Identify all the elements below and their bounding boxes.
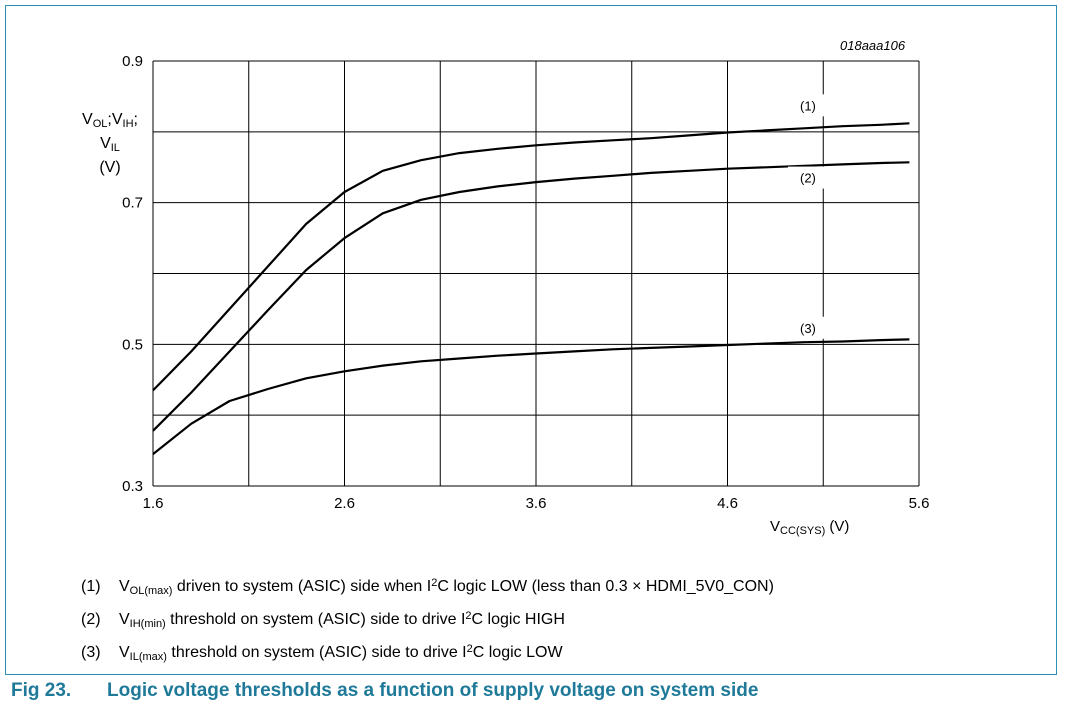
- series-label-1: (1): [800, 98, 816, 113]
- figure-id: 018aaa106: [840, 38, 906, 53]
- chart-plot: (1) (2) (3) 0.3 0.5 0.7 0.9 1.6 2.6 3.6 4.6 5.6: [122, 53, 930, 512]
- y-tick-label: 0.9: [122, 53, 143, 70]
- series-label-3: (3): [800, 321, 816, 336]
- y-tick-label: 0.5: [122, 336, 143, 353]
- note-3: (3) VIL(max) threshold on system (ASIC) s…: [81, 643, 563, 663]
- y-axis-label: VOL;VIH; VIL (V): [82, 111, 138, 176]
- series-line-3: [152, 338, 910, 455]
- x-tick-label: 3.6: [526, 495, 547, 512]
- series-line-1: [152, 122, 910, 392]
- figure-caption: Fig 23. Logic voltage thresholds as a fun…: [11, 680, 759, 701]
- y-tick-label: 0.7: [122, 195, 143, 212]
- series-label-bg-1: [787, 94, 828, 117]
- x-axis-label: VCC(SYS) (V): [770, 518, 850, 537]
- figure-frame: [5, 5, 1057, 675]
- series-label-bg-3: [787, 316, 828, 339]
- y-tick-label: 0.3: [122, 478, 143, 495]
- x-tick-label: 5.6: [909, 495, 930, 512]
- series-label-2: (2): [800, 171, 816, 186]
- x-tick-label: 4.6: [717, 495, 738, 512]
- note-2: (2) VIH(min) threshold on system (ASIC) s…: [81, 610, 565, 630]
- figure-notes: (1) VOL(max) driven to system (ASIC) side…: [81, 567, 774, 666]
- x-tick-label: 1.6: [143, 495, 164, 512]
- series-label-bg-2: [787, 166, 828, 189]
- series-line-2: [152, 161, 910, 432]
- x-tick-label: 2.6: [334, 495, 355, 512]
- note-1: (1) VOL(max) driven to system (ASIC) side…: [81, 577, 774, 597]
